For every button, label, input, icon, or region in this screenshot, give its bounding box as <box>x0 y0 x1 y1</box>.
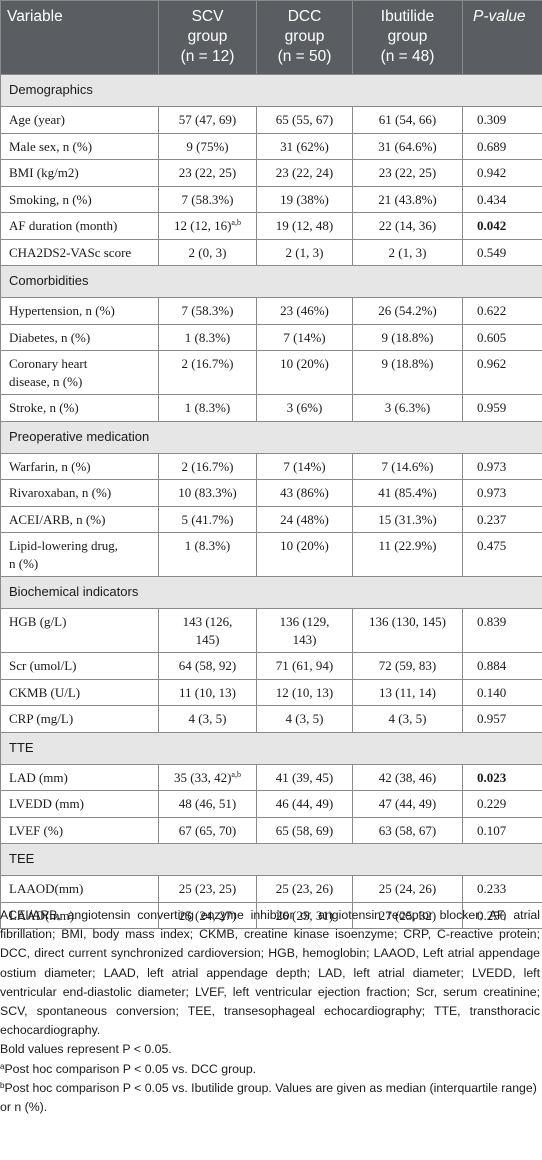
table-row-lipid-lowering-drug: Lipid-lowering drug, n (%) 1 (8.3%) 10 (20… <box>0 532 542 577</box>
table-row-bmi: BMI (kg/m2) 23 (22, 25) 23 (22, 24) 23 (22,… <box>0 159 542 187</box>
table-row-af-duration: AF duration (month) 12 (12, 16)a,b 19 (1… <box>0 212 542 240</box>
baseline-characteristics-table: Variable SCV group (n = 12) DCC group (n = 5… <box>0 0 542 929</box>
table-row-diabetes: Diabetes, n (%) 1 (8.3%) 7 (14%) 9 (18.8%) 0… <box>0 323 542 351</box>
section-biochemical-indicators: Biochemical indicators <box>0 576 542 609</box>
table-row-cha2ds2-vasc: CHA2DS2-VASc score 2 (0, 3) 2 (1, 3) 2 (1, … <box>0 238 542 266</box>
table-row-stroke: Stroke, n (%) 1 (8.3%) 3 (6%) 3 (6.3%) 0.959 <box>0 394 542 422</box>
section-comorbidities: Comorbidities <box>0 265 542 298</box>
bold-values-note: Bold values represent P < 0.05. <box>0 1042 172 1057</box>
table-row-hgb: HGB (g/L) 143 (126, 145) 136 (129, 143) 13… <box>0 608 542 653</box>
table-row-lvef: LVEF (%) 67 (65, 70) 65 (58, 69) 63 (58, 67… <box>0 816 542 844</box>
table-row-ckmb: CKMB (U/L) 11 (10, 13) 12 (10, 13) 13 (11, … <box>0 678 542 706</box>
table-row-lvedd: LVEDD (mm) 48 (46, 51) 46 (44, 49) 47 (44, … <box>0 790 542 818</box>
section-preoperative-medication: Preoperative medication <box>0 420 542 454</box>
footnote-b: bPost hoc comparison P < 0.05 vs. Ibutil… <box>0 1080 537 1115</box>
header-pvalue: P-value <box>462 0 542 75</box>
table-row-crp: CRP (mg/L) 4 (3, 5) 4 (3, 5) 4 (3, 5) 0.957 <box>0 705 542 733</box>
table-footnotes: ACEI/ARB, angiotensin converting enzyme … <box>0 906 540 1117</box>
header-ibutilide: Ibutilide group (n = 48) <box>352 0 463 75</box>
table-row-laaod: LAAOD(mm) 25 (23, 25) 25 (23, 26) 25 (24, 2… <box>0 875 542 903</box>
section-tte: TTE <box>0 731 542 765</box>
table-row-hypertension: Hypertension, n (%) 7 (58.3%) 23 (46%) 26 (… <box>0 297 542 325</box>
table-row-lad: LAD (mm) 35 (33, 42)a,b 41 (39, 45) 42 (3… <box>0 763 542 791</box>
header-scv: SCV group (n = 12) <box>158 0 257 75</box>
header-dcc: DCC group (n = 50) <box>256 0 353 75</box>
abbreviations-note: ACEI/ARB, angiotensin converting enzyme … <box>0 908 540 1038</box>
table-row-smoking: Smoking, n (%) 7 (58.3%) 19 (38%) 21 (43.8%… <box>0 185 542 213</box>
table-row-coronary-heart-disease: Coronary heart disease, n (%) 2 (16.7%) 10… <box>0 350 542 395</box>
table-row-warfarin: Warfarin, n (%) 2 (16.7%) 7 (14%) 7 (14.6%)… <box>0 452 542 480</box>
section-tee: TEE <box>0 843 542 876</box>
header-row: Variable SCV group (n = 12) DCC group (n = 5… <box>0 0 542 75</box>
table-row-laad: LAAD(mm) 25 (24, 27) 26 (25, 31) 27 (25, 32… <box>0 901 542 929</box>
table-row-scr: Scr (umol/L) 64 (58, 92) 71 (61, 94) 72 (59… <box>0 652 542 680</box>
table-row-age: Age (year) 57 (47, 69) 65 (55, 67) 61 (54, … <box>0 106 542 134</box>
footnote-a: aPost hoc comparison P < 0.05 vs. DCC gr… <box>0 1061 257 1076</box>
table-row-rivaroxaban: Rivaroxaban, n (%) 10 (83.3%) 43 (86%) 41 (… <box>0 479 542 507</box>
table-row-acei-arb: ACEI/ARB, n (%) 5 (41.7%) 24 (48%) 15 (31.3… <box>0 505 542 533</box>
header-variable: Variable <box>0 0 159 75</box>
section-demographics: Demographics <box>0 74 542 107</box>
table-row-male-sex: Male sex, n (%) 9 (75%) 31 (62%) 31 (64.6%)… <box>0 132 542 160</box>
